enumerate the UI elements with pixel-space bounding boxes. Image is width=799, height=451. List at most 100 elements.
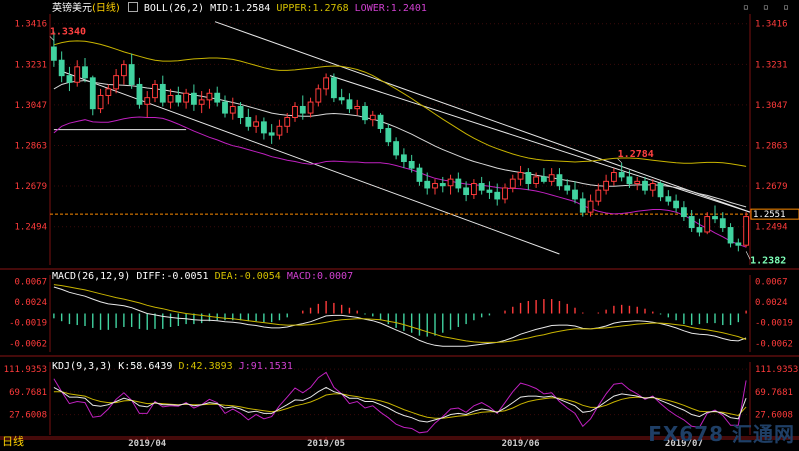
candle-body [525, 172, 532, 185]
candle [152, 80, 158, 103]
kdj-tick-right: 27.6008 [755, 411, 793, 421]
candle-body [642, 180, 648, 191]
candle-body [509, 178, 516, 189]
candle [657, 181, 664, 202]
macd-diff-value: DIFF:-0.0051 [136, 271, 209, 282]
macd-dea-line [53, 284, 747, 343]
candle [610, 168, 617, 186]
candle-body [74, 66, 81, 83]
boll-indicator-icon[interactable] [127, 2, 138, 12]
candle-body [400, 154, 407, 163]
candle [400, 148, 407, 169]
kdj-k-value: K:58.6439 [118, 361, 173, 372]
candle [245, 108, 252, 131]
candle-body [175, 94, 182, 103]
candle [704, 212, 711, 235]
candle [408, 154, 415, 173]
boll-mid-value: MID:1.2584 [210, 3, 271, 14]
timeframe-tab[interactable]: 日线 [2, 435, 24, 448]
candle [494, 183, 501, 206]
window-buttons[interactable]: ▫ ▫ ▫ [742, 2, 793, 13]
kdj-j-line [53, 371, 747, 434]
boll-label[interactable]: BOLL(26,2) [143, 3, 205, 14]
price-tick-left: 1.3416 [14, 20, 47, 30]
kdj-tick-left: 27.6008 [9, 411, 47, 421]
candle-body [260, 121, 267, 134]
candle-body [455, 178, 462, 189]
price-tick-left: 1.2679 [14, 182, 47, 192]
candle-body [377, 114, 384, 129]
candle [649, 179, 656, 197]
candle-body [214, 92, 221, 103]
candle-body [82, 66, 88, 79]
candle [447, 174, 454, 195]
watermark-logo: FX678 汇通网 [648, 422, 795, 446]
date-tick-label: 2019/05 [307, 439, 345, 449]
candle-body [665, 196, 672, 202]
macd-hist-value: MACD:0.0007 [286, 271, 354, 282]
candle [299, 95, 306, 120]
macd-diff-line [53, 286, 747, 347]
candle-body [315, 88, 322, 103]
candle [680, 201, 687, 221]
candle-body [167, 94, 174, 103]
candle-body [97, 94, 104, 110]
candle-body [517, 172, 524, 180]
candle [735, 238, 742, 252]
kdj-label[interactable]: KDJ(9,3,3) [52, 361, 113, 372]
candle [167, 88, 174, 109]
candle-body [657, 183, 664, 198]
candle-body [540, 176, 547, 182]
candle-body [105, 88, 112, 96]
macd-tick-left: -0.0062 [9, 339, 47, 349]
candle-body [144, 97, 151, 105]
macd-dea-value: DEA:-0.0054 [214, 271, 281, 282]
candle [478, 176, 485, 195]
candle-body [369, 114, 376, 121]
macd-label[interactable]: MACD(26,12,9) [52, 271, 131, 282]
candle-body [136, 83, 143, 105]
candle [665, 190, 672, 206]
date-tick-label: 2019/07 [665, 439, 703, 449]
macd-tick-right: 0.0024 [755, 298, 788, 308]
candle-body [533, 176, 540, 185]
candle [556, 168, 563, 191]
candle-body [245, 116, 252, 127]
candle-body [66, 75, 73, 83]
candle-body [323, 77, 330, 90]
candle [190, 84, 197, 111]
candle-body [463, 187, 470, 196]
candle-body [237, 105, 244, 118]
candle-body [447, 178, 454, 187]
candle [315, 84, 322, 107]
candle-body [362, 105, 368, 121]
annotation-pointer [617, 158, 622, 164]
candle-body [299, 105, 306, 114]
candle [284, 113, 291, 133]
candle-body [89, 77, 96, 110]
candle [564, 179, 571, 195]
candle [346, 93, 353, 114]
candle [214, 86, 221, 107]
candle [120, 60, 127, 85]
candle-body [502, 187, 508, 200]
candle [89, 75, 96, 116]
candle-body [439, 183, 446, 187]
boll-mid-line [53, 79, 747, 208]
candle [595, 183, 602, 206]
kdj-d-line [53, 391, 747, 419]
candle [712, 205, 718, 224]
candle [634, 176, 641, 191]
candle [642, 176, 648, 195]
candle [688, 209, 695, 232]
annotation-label: 1.2382 [750, 255, 786, 266]
date-tick-label: 2019/06 [502, 439, 540, 449]
candle [572, 181, 578, 204]
candle [253, 115, 260, 133]
candle [206, 88, 213, 109]
candle [338, 88, 345, 105]
candle [330, 73, 337, 103]
candle [237, 102, 244, 125]
candle-body [268, 132, 275, 136]
